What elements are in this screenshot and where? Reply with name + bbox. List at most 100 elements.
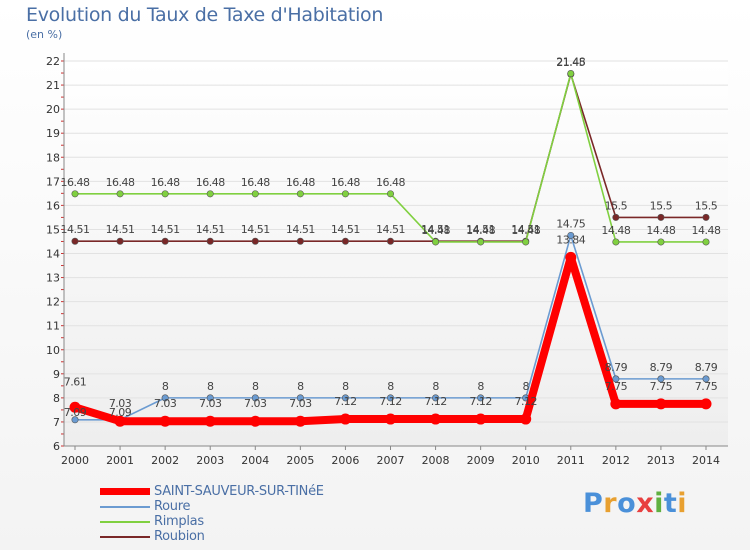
- data-label-2: 14.48: [421, 224, 450, 237]
- data-label-0: 7.03: [289, 397, 312, 410]
- series-point-1: [702, 375, 710, 383]
- legend-swatch-saint-sauveur: [100, 488, 150, 495]
- series-point-0: [249, 415, 261, 427]
- x-tick-label: 2012: [602, 454, 630, 467]
- data-label-3: 14.51: [376, 223, 405, 236]
- series-point-2: [116, 190, 124, 198]
- data-label-0: 7.75: [650, 380, 673, 393]
- legend-item-roubion: Roubion: [100, 529, 324, 544]
- y-tick-label: 12: [46, 296, 60, 309]
- series-point-3: [251, 237, 259, 245]
- series-point-1: [71, 416, 79, 424]
- data-label-1: 7.09: [109, 406, 132, 419]
- series-point-3: [296, 237, 304, 245]
- x-tick-label: 2004: [241, 454, 269, 467]
- series-point-2: [432, 238, 440, 246]
- series-point-1: [386, 394, 394, 402]
- data-label-3: 14.51: [466, 223, 495, 236]
- data-label-2: 14.48: [466, 224, 495, 237]
- y-tick-label: 19: [46, 127, 60, 140]
- series-point-0: [655, 398, 667, 410]
- data-label-2: 16.48: [286, 176, 315, 189]
- data-label-3: 14.51: [286, 223, 315, 236]
- series-point-1: [296, 394, 304, 402]
- series-point-0: [294, 415, 306, 427]
- data-label-1: 7.09: [64, 406, 87, 419]
- data-label-1: 14.75: [556, 217, 585, 230]
- data-label-1: 8: [477, 380, 484, 393]
- x-tick-label: 2002: [151, 454, 179, 467]
- series-point-1: [657, 375, 665, 383]
- legend-item-saint-sauveur: SAINT-SAUVEUR-SUR-TINéE: [100, 484, 324, 499]
- series-point-0: [69, 401, 81, 413]
- y-tick-label: 18: [46, 151, 60, 164]
- data-label-0: 7.12: [379, 395, 402, 408]
- data-label-2: 16.48: [106, 176, 135, 189]
- legend-item-roure: Roure: [100, 499, 324, 514]
- x-tick-label: 2000: [61, 454, 89, 467]
- data-label-0: 7.75: [605, 380, 628, 393]
- data-label-3: 14.51: [421, 223, 450, 236]
- legend-label-saint-sauveur: SAINT-SAUVEUR-SUR-TINéE: [154, 484, 324, 499]
- chart-title: Evolution du Taux de Taxe d'Habitation: [26, 4, 384, 26]
- data-label-3: 15.5: [605, 199, 628, 212]
- data-label-0: 7.12: [334, 395, 357, 408]
- y-tick-label: 20: [46, 103, 60, 116]
- y-tick-label: 21: [46, 79, 60, 92]
- x-tick-label: 2005: [286, 454, 314, 467]
- data-label-1: 8: [432, 380, 439, 393]
- x-tick-label: 2009: [467, 454, 495, 467]
- y-tick-label: 10: [46, 344, 60, 357]
- series-point-0: [565, 251, 577, 263]
- logo-letter: o: [617, 488, 637, 519]
- logo-letter: t: [663, 488, 678, 519]
- data-label-2: 16.48: [61, 176, 90, 189]
- data-label-3: 14.51: [331, 223, 360, 236]
- series-point-0: [204, 415, 216, 427]
- series-point-1: [612, 375, 620, 383]
- data-label-0: 7.61: [64, 375, 87, 388]
- data-label-1: 8: [207, 380, 214, 393]
- data-label-2: 16.48: [376, 176, 405, 189]
- series-point-1: [206, 394, 214, 402]
- series-point-2: [71, 190, 79, 198]
- logo-letter: i: [654, 488, 664, 519]
- chart-subtitle: (en %): [26, 28, 63, 41]
- y-tick-label: 15: [46, 223, 60, 236]
- series-point-1: [567, 231, 575, 239]
- logo-letter: i: [677, 488, 688, 519]
- data-label-1: 8: [297, 380, 304, 393]
- data-label-2: 14.48: [646, 224, 675, 237]
- data-label-3: 15.5: [695, 199, 718, 212]
- series-point-0: [475, 413, 487, 425]
- logo-letter: r: [603, 488, 618, 519]
- data-label-2: 21.48: [556, 56, 585, 69]
- legend-label-rimplas: Rimplas: [154, 514, 204, 529]
- x-tick-label: 2001: [106, 454, 134, 467]
- data-label-2: 16.48: [241, 176, 270, 189]
- data-label-3: 15.5: [650, 199, 673, 212]
- series-point-3: [386, 237, 394, 245]
- x-tick-label: 2003: [196, 454, 224, 467]
- series-point-2: [657, 238, 665, 246]
- legend-label-roubion: Roubion: [154, 529, 205, 544]
- series-point-2: [522, 238, 530, 246]
- legend-label-roure: Roure: [154, 499, 191, 514]
- series-point-3: [702, 213, 710, 221]
- data-label-0: 7.75: [695, 380, 718, 393]
- x-tick-label: 2010: [512, 454, 540, 467]
- data-label-0: 7.03: [109, 397, 132, 410]
- series-point-2: [206, 190, 214, 198]
- y-tick-label: 22: [46, 55, 60, 68]
- legend: SAINT-SAUVEUR-SUR-TINéE Roure Rimplas Ro…: [100, 484, 324, 544]
- data-label-0: 13.84: [556, 233, 585, 246]
- data-label-0: 7.12: [469, 395, 492, 408]
- series-point-2: [386, 190, 394, 198]
- data-label-1: 8.79: [605, 361, 628, 374]
- series-point-1: [341, 394, 349, 402]
- y-tick-label: 8: [53, 392, 60, 405]
- series-point-2: [161, 190, 169, 198]
- series-point-3: [612, 213, 620, 221]
- series-point-1: [251, 394, 259, 402]
